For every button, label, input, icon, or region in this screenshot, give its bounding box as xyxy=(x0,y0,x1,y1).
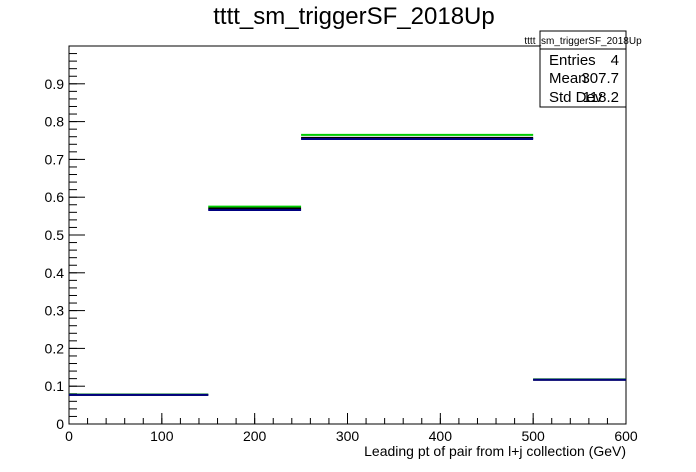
stats-entries-value: 4 xyxy=(611,52,619,69)
x-axis: 0 100 200 300 400 500 600 xyxy=(65,413,638,444)
stats-box-title: tttt_sm_triggerSF_2018Up xyxy=(524,36,642,47)
stats-box: tttt_sm_triggerSF_2018Up Entries 4 Mean … xyxy=(524,30,642,108)
y-axis: 0 0.1 0.2 0.3 0.4 0.5 0.6 0.7 0.8 0.9 xyxy=(45,53,85,432)
y-tick-label: 0.7 xyxy=(45,151,65,167)
stats-entries-label: Entries xyxy=(549,52,596,69)
y-tick-label: 0.3 xyxy=(45,303,65,319)
stats-mean-label: Mean xyxy=(549,70,587,87)
stats-stddev-label: Std Dev xyxy=(549,89,603,106)
y-tick-label: 0.1 xyxy=(45,378,65,394)
x-tick-label: 300 xyxy=(336,428,360,444)
y-tick-label: 0 xyxy=(56,416,64,432)
x-tick-label: 0 xyxy=(65,428,73,444)
x-tick-label: 100 xyxy=(150,428,174,444)
y-tick-label: 0.4 xyxy=(45,265,65,281)
stats-mean-value: 307.7 xyxy=(581,70,619,87)
x-tick-label: 400 xyxy=(429,428,453,444)
stats-box-body xyxy=(539,48,627,108)
chart-title: tttt_sm_triggerSF_2018Up xyxy=(213,3,494,30)
y-tick-label: 0.2 xyxy=(45,340,65,356)
y-tick-label: 0.5 xyxy=(45,227,65,243)
stats-stddev-value: 118.2 xyxy=(583,89,619,106)
x-tick-label: 500 xyxy=(521,428,545,444)
y-tick-label: 0.9 xyxy=(45,76,65,92)
y-tick-label: 0.6 xyxy=(45,189,65,205)
data-series xyxy=(69,133,626,396)
y-tick-label: 0.8 xyxy=(45,114,65,130)
x-tick-label: 200 xyxy=(243,428,267,444)
x-axis-label: Leading pt of pair from l+j collection (… xyxy=(364,443,626,459)
x-tick-label: 600 xyxy=(614,428,638,444)
